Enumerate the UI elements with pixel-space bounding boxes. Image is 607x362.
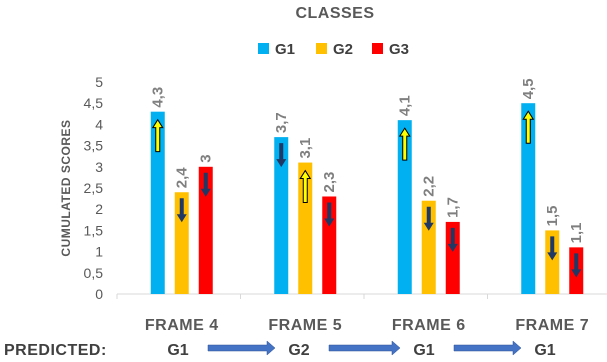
legend-label-g2: G2 xyxy=(333,41,353,58)
data-label: 2,3 xyxy=(321,172,338,193)
transition-arrow-icon xyxy=(207,340,276,356)
data-label: 4,1 xyxy=(397,95,414,116)
x-tick-label: FRAME 4 xyxy=(145,317,219,334)
trend-down-arrow-icon xyxy=(447,227,458,252)
data-label: 2,2 xyxy=(421,176,438,197)
bar-g1 xyxy=(397,120,412,294)
legend: G1 G2 G3 xyxy=(258,41,409,58)
data-label: 1,7 xyxy=(445,197,462,218)
trend-up-arrow-icon xyxy=(398,127,411,161)
trend-arrows xyxy=(151,110,582,278)
bars xyxy=(150,103,584,295)
bar-g1 xyxy=(274,137,289,294)
data-labels: 4,3 2,4 3 3,7 3,1 2,3 4,1 2,2 1,7 4,5 1,5 1,1 xyxy=(150,78,586,243)
y-tick-label: 2,5 xyxy=(84,180,104,196)
trend-up-arrow-icon xyxy=(522,110,535,144)
trend-down-arrow-icon xyxy=(423,206,434,231)
y-tick-label: 1,5 xyxy=(84,222,104,238)
y-axis-ticks: 0 0,5 1 1,5 2 2,5 3 3,5 4 4,5 5 xyxy=(84,74,104,302)
x-axis-ticks: FRAME 4 FRAME 5 FRAME 6 FRAME 7 xyxy=(116,294,589,334)
chart-title: CLASSES xyxy=(295,5,374,22)
y-tick-label: 0,5 xyxy=(84,265,104,281)
predicted-class-label: G1 xyxy=(413,342,434,359)
y-tick-label: 1 xyxy=(95,244,103,260)
bar-g3 xyxy=(445,221,460,294)
x-tick-label: FRAME 5 xyxy=(268,317,342,334)
legend-swatch-g1 xyxy=(258,43,269,54)
legend-swatch-g3 xyxy=(372,43,383,54)
data-label: 1,1 xyxy=(568,223,585,244)
predicted-class-label: G1 xyxy=(167,342,188,359)
bar-g2 xyxy=(174,192,189,294)
legend-label-g1: G1 xyxy=(275,41,295,58)
bar-g1 xyxy=(150,111,165,295)
trend-down-arrow-icon xyxy=(276,143,287,168)
y-tick-label: 4 xyxy=(95,116,103,132)
y-tick-label: 4,5 xyxy=(84,95,104,111)
data-label: 1,5 xyxy=(544,206,561,227)
y-tick-label: 3,5 xyxy=(84,138,104,154)
predicted-class-label: G2 xyxy=(288,342,309,359)
data-label: 3 xyxy=(198,154,215,162)
trend-down-arrow-icon xyxy=(547,236,558,261)
y-tick-label: 3 xyxy=(95,159,103,175)
predicted-row: G1 G2 G1 G1 xyxy=(167,340,556,359)
y-tick-label: 5 xyxy=(95,74,103,90)
trend-down-arrow-icon xyxy=(176,198,187,223)
predicted-label: PREDICTED: xyxy=(4,342,107,359)
data-label: 3,7 xyxy=(273,112,290,133)
x-tick-label: FRAME 7 xyxy=(515,317,589,334)
y-axis-label: CUMULATED SCORES xyxy=(59,119,73,256)
transition-arrow-icon xyxy=(453,340,522,356)
bar-g3 xyxy=(198,166,213,294)
bar-g1 xyxy=(521,103,536,294)
bar-g2 xyxy=(545,230,560,294)
data-label: 3,1 xyxy=(297,138,314,159)
data-label: 2,4 xyxy=(174,167,191,189)
trend-up-arrow-icon xyxy=(299,169,312,204)
trend-down-arrow-icon xyxy=(571,253,582,278)
data-label: 4,3 xyxy=(150,87,167,108)
transition-arrow-icon xyxy=(328,340,401,356)
bar-g2 xyxy=(298,162,313,294)
y-tick-label: 2 xyxy=(95,201,103,217)
data-label: 4,5 xyxy=(520,78,537,99)
legend-label-g3: G3 xyxy=(389,41,409,58)
trend-down-arrow-icon xyxy=(324,202,335,227)
predicted-class-label: G1 xyxy=(534,342,555,359)
trend-down-arrow-icon xyxy=(200,172,211,197)
trend-up-arrow-icon xyxy=(151,118,164,153)
x-tick-label: FRAME 6 xyxy=(392,317,466,334)
legend-swatch-g2 xyxy=(316,43,327,54)
y-tick-label: 0 xyxy=(95,286,103,302)
